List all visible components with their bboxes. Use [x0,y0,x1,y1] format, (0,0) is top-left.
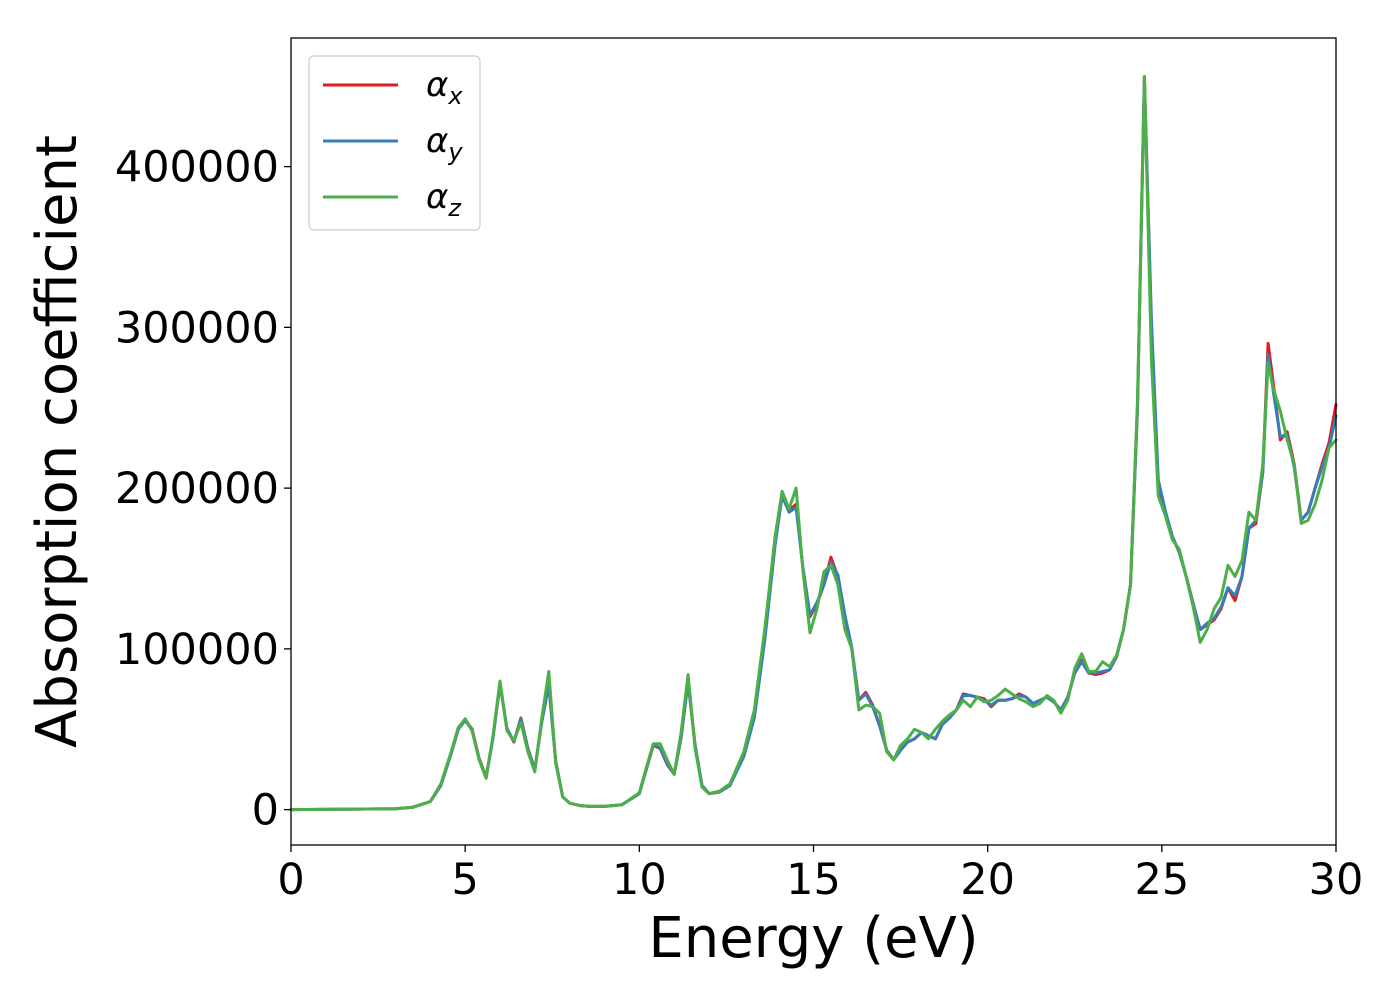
y-tick-label: 200000 [115,464,279,514]
x-tick-label: 25 [1134,855,1189,905]
legend-label-alpha-x: αx [426,65,463,110]
x-tick-label: 20 [960,855,1015,905]
x-tick-label: 10 [612,855,667,905]
y-axis-ticks: 0 100000 200000 300000 400000 [115,143,291,836]
y-axis-label: Absorption coefficient [25,135,90,748]
legend-label-alpha-y: αy [426,121,463,166]
x-tick-label: 15 [786,855,841,905]
y-tick-label: 300000 [115,303,279,353]
x-tick-label: 5 [451,855,478,905]
y-tick-label: 100000 [115,625,279,675]
y-tick-label: 0 [252,786,279,836]
x-tick-label: 0 [277,855,304,905]
x-axis-ticks: 0 5 10 15 20 25 30 [277,845,1363,905]
x-axis-label: Energy (eV) [648,906,978,971]
y-tick-label: 400000 [115,143,279,193]
x-tick-label: 30 [1309,855,1364,905]
series-line-alpha-z [289,75,1338,812]
series-layer [289,75,1338,812]
legend-box [308,55,481,231]
